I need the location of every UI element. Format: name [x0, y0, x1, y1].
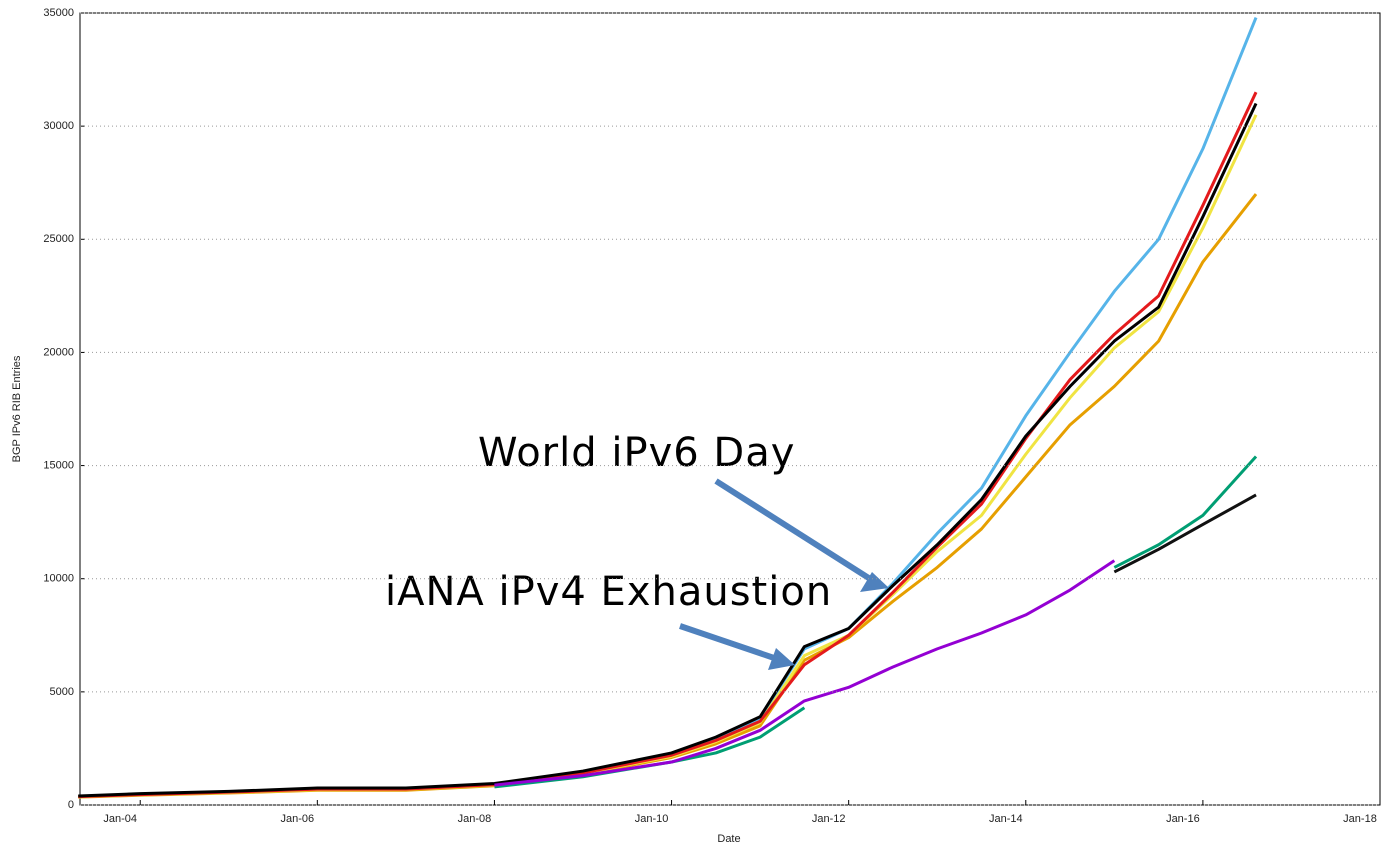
y-tick-label: 35000	[43, 7, 74, 19]
y-tick-label: 25000	[43, 233, 74, 245]
x-tick-label: Jan-10	[635, 813, 669, 825]
x-tick-label: Jan-04	[103, 813, 137, 825]
annotations: World iPv6 Day iANA iPv4 Exhaustion	[385, 430, 889, 670]
x-axis-label: Date	[717, 833, 740, 845]
y-tick-label: 15000	[43, 459, 74, 471]
x-tick-label: Jan-14	[989, 813, 1023, 825]
data-line	[78, 16, 1258, 798]
y-axis-label: BGP IPv6 RIB Entries	[11, 355, 23, 462]
annotation-arrowhead	[768, 648, 795, 670]
x-tick-label: Jan-18	[1343, 813, 1377, 825]
y-tick-label: 0	[68, 799, 74, 811]
annotation: World iPv6 Day	[478, 430, 795, 476]
y-tick-label: 10000	[43, 573, 74, 585]
data-line	[78, 193, 1258, 799]
y-tick-label: 5000	[50, 686, 74, 698]
x-tick-label: Jan-16	[1166, 813, 1200, 825]
annotation-arrowhead	[860, 572, 889, 592]
x-tick-label: Jan-06	[281, 813, 315, 825]
plot-frame	[79, 12, 1381, 806]
y-tick-label: 30000	[43, 120, 74, 132]
x-tick-label: Jan-12	[812, 813, 846, 825]
x-tick-label: Jan-08	[458, 813, 492, 825]
data-line	[1113, 493, 1257, 574]
y-tick-label: 20000	[43, 346, 74, 358]
data-line	[78, 102, 1258, 798]
data-line	[1113, 455, 1258, 569]
annotation: iANA iPv4 Exhaustion	[385, 569, 832, 615]
annotation-arrow	[679, 623, 781, 663]
plot-area	[78, 16, 1258, 799]
data-line	[494, 559, 1116, 787]
annotation-arrow	[714, 478, 877, 585]
